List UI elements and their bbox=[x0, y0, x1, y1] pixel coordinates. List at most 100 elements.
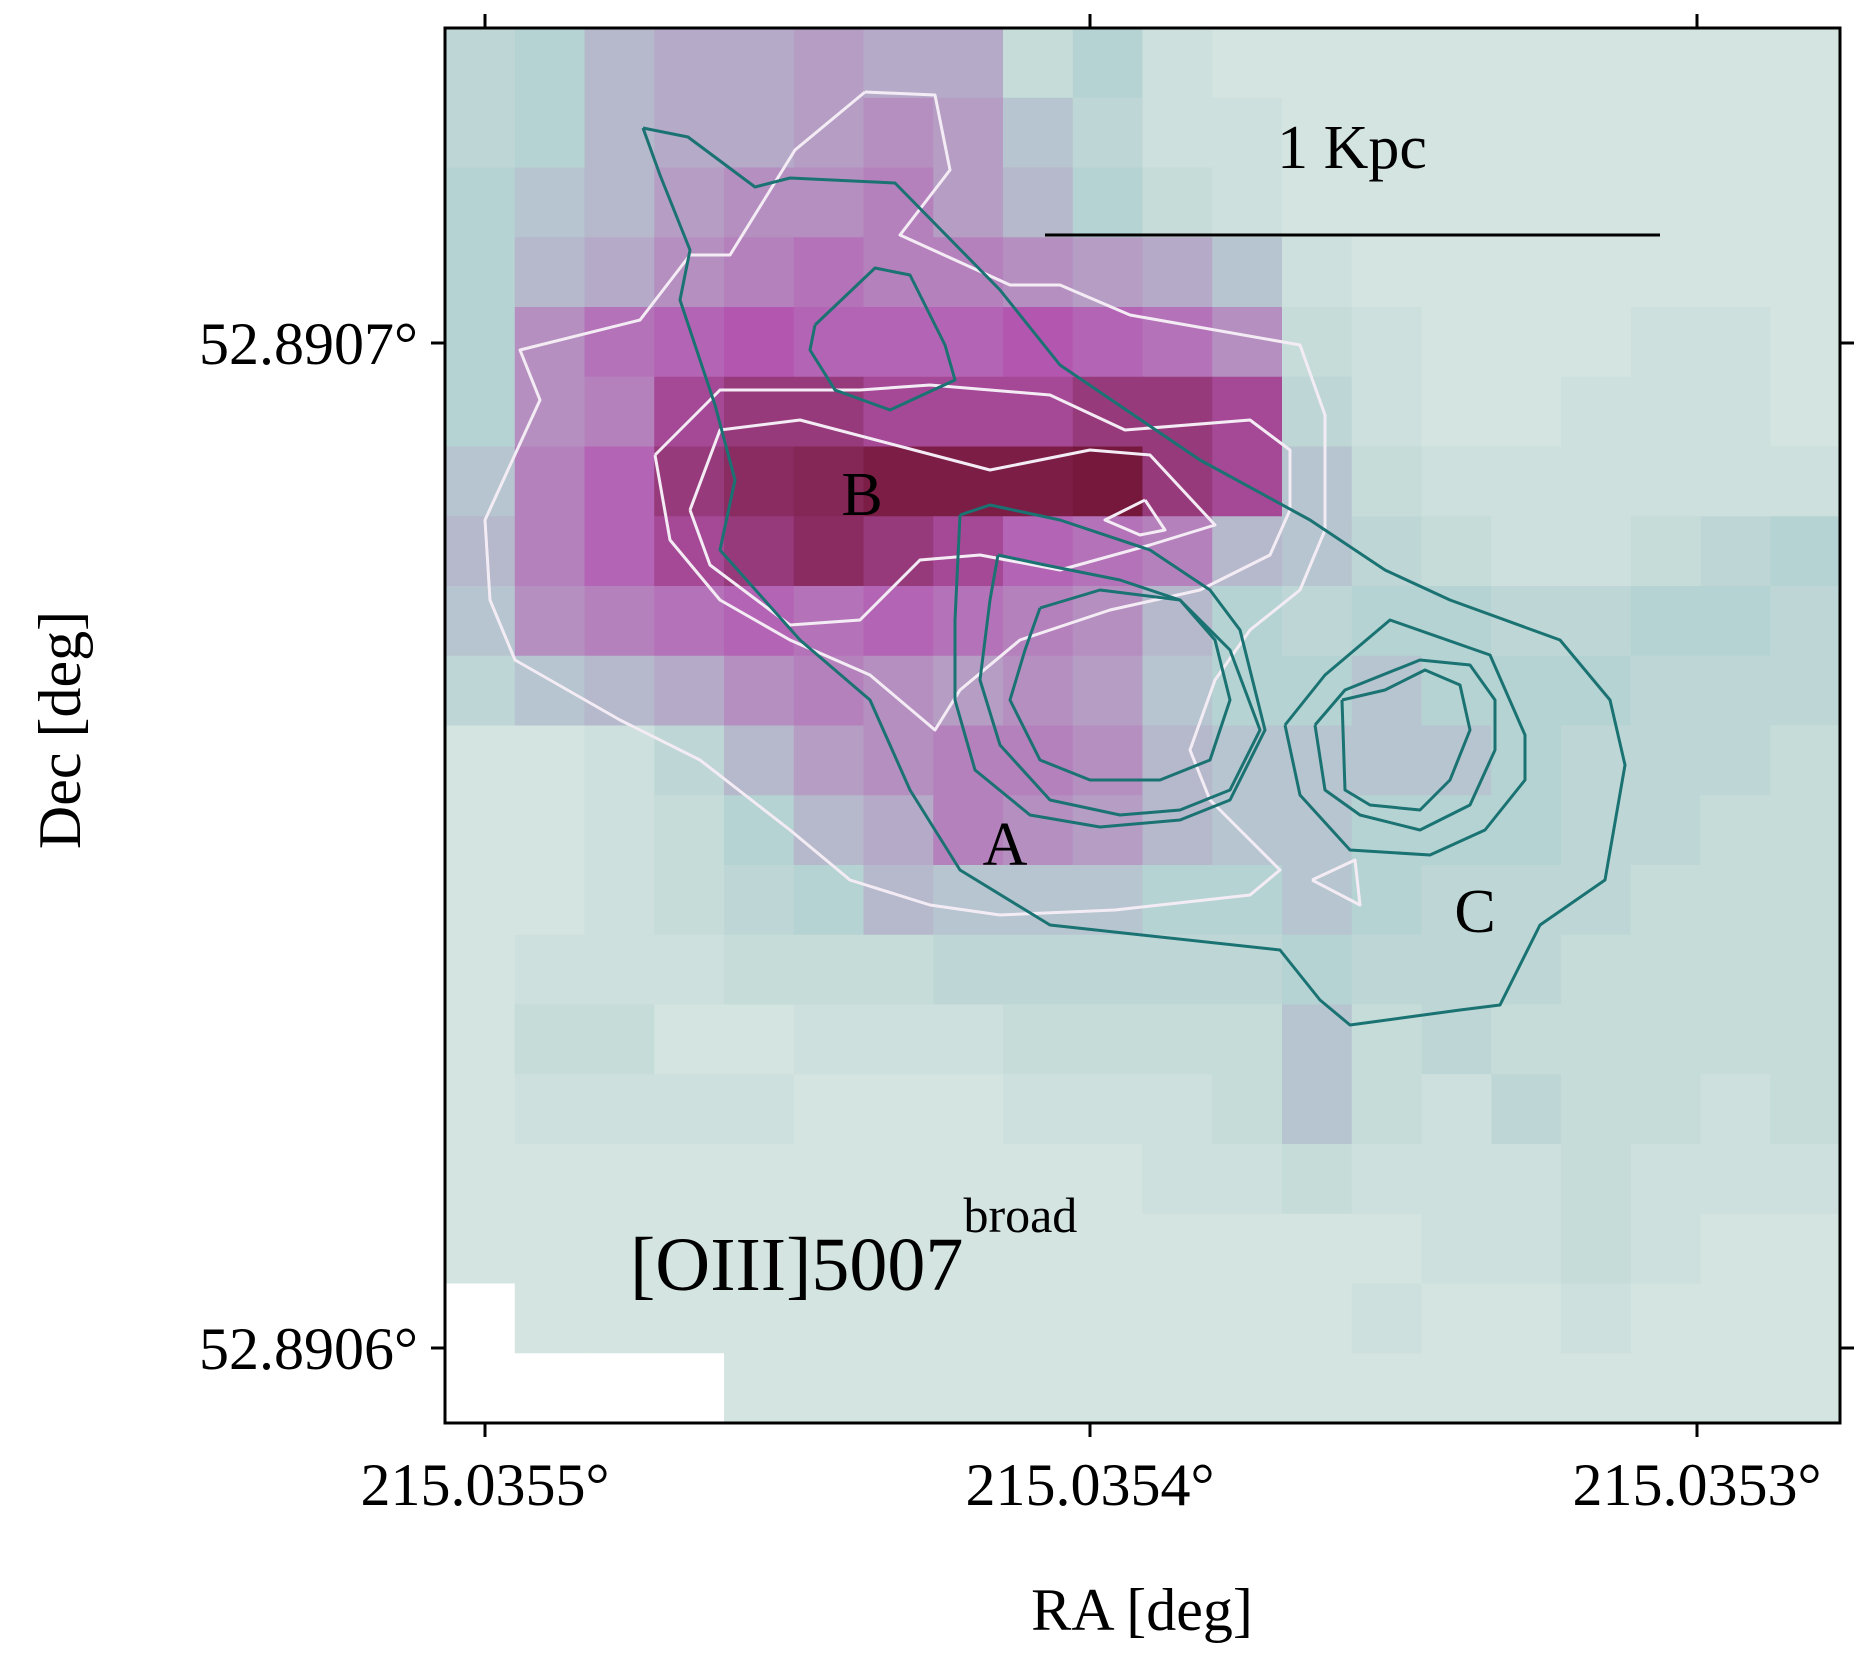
y-axis-label: Dec [deg] bbox=[27, 611, 93, 849]
teal-contour-outer bbox=[641, 126, 1627, 1027]
heatmap-cell bbox=[793, 1074, 865, 1145]
heatmap-cell bbox=[863, 586, 934, 657]
heatmap-cell bbox=[1142, 1283, 1213, 1354]
teal-contour-a-inner bbox=[1008, 588, 1232, 782]
heatmap-cell bbox=[1630, 795, 1702, 866]
heatmap-cell bbox=[1491, 237, 1562, 308]
teal-contour-c-inner bbox=[1340, 668, 1472, 812]
heatmap-cell bbox=[514, 1144, 586, 1215]
heatmap-cell bbox=[1072, 1074, 1144, 1145]
heatmap-cell bbox=[1630, 655, 1702, 727]
heatmap-cell bbox=[1072, 307, 1144, 378]
heatmap-cell bbox=[1491, 1353, 1562, 1423]
heatmap-cell bbox=[1561, 655, 1632, 727]
heatmap-cell bbox=[654, 586, 725, 657]
heatmap-cell bbox=[1630, 167, 1702, 238]
heatmap-cell bbox=[654, 516, 725, 587]
heatmap-cell bbox=[1282, 934, 1353, 1006]
heatmap-cell bbox=[1421, 655, 1492, 727]
heatmap-cell bbox=[1770, 97, 1840, 169]
heatmap-cell bbox=[654, 655, 725, 727]
heatmap-cell bbox=[1072, 1004, 1144, 1075]
heatmap-cell bbox=[514, 516, 586, 587]
heatmap-cell bbox=[445, 1213, 516, 1285]
heatmap-cell bbox=[514, 28, 586, 99]
heatmap-cell bbox=[1282, 376, 1353, 448]
heatmap-cell bbox=[1770, 1144, 1840, 1215]
heatmap-cell bbox=[1072, 237, 1144, 308]
heatmap-cell bbox=[1421, 1283, 1492, 1354]
heatmap-cell bbox=[1770, 1074, 1840, 1145]
heatmap-cell bbox=[724, 28, 795, 99]
heatmap-cell bbox=[1561, 307, 1632, 378]
heatmap-cell bbox=[654, 865, 725, 936]
heatmap-cell bbox=[793, 97, 865, 169]
heatmap-cell bbox=[1351, 28, 1423, 99]
heatmap-cell bbox=[1700, 516, 1771, 587]
heatmap-cell bbox=[1630, 1144, 1702, 1215]
heatmap-cell bbox=[1142, 97, 1213, 169]
heatmap-cell bbox=[1630, 1353, 1702, 1423]
heatmap-cell bbox=[1282, 307, 1353, 378]
heatmap-cell bbox=[1351, 167, 1423, 238]
heatmap-cell bbox=[724, 376, 795, 448]
heatmap-cell bbox=[933, 1353, 1004, 1423]
heatmap-cell bbox=[1630, 1004, 1702, 1075]
heatmap-cell bbox=[1421, 586, 1492, 657]
white-contour-small bbox=[1311, 858, 1362, 907]
heatmap-cell bbox=[1630, 725, 1702, 796]
heatmap-cell bbox=[1630, 934, 1702, 1006]
heatmap-cell bbox=[584, 446, 655, 517]
heatmap-cell bbox=[933, 167, 1004, 238]
heatmap-cell bbox=[1282, 795, 1353, 866]
heatmap-cell bbox=[1700, 307, 1771, 378]
heatmap-cell bbox=[793, 1213, 865, 1285]
heatmap-cell bbox=[445, 725, 516, 796]
heatmap-cell bbox=[793, 237, 865, 308]
heatmap-cell bbox=[1561, 934, 1632, 1006]
heatmap-cell bbox=[1491, 1074, 1562, 1145]
heatmap-cell bbox=[1770, 167, 1840, 238]
heatmap-cell bbox=[1770, 586, 1840, 657]
heatmap-cell bbox=[584, 865, 655, 936]
heatmap-cell bbox=[1351, 865, 1423, 936]
heatmap-cell bbox=[1003, 1213, 1074, 1285]
heatmap-cell bbox=[1072, 1144, 1144, 1215]
heatmap-cell bbox=[1630, 586, 1702, 657]
heatmap-cell bbox=[863, 167, 934, 238]
heatmap-cell bbox=[1630, 446, 1702, 517]
heatmap-cell bbox=[1003, 237, 1074, 308]
heatmap-cell bbox=[793, 865, 865, 936]
heatmap-cell bbox=[724, 1074, 795, 1145]
white-contour-peak bbox=[1103, 498, 1167, 537]
heatmap-cell bbox=[724, 1144, 795, 1215]
heatmap-cell bbox=[1700, 376, 1771, 448]
heatmap-cell bbox=[1142, 1144, 1213, 1215]
heatmap-cell bbox=[445, 795, 516, 866]
heatmap-cell bbox=[1491, 865, 1562, 936]
heatmap-cell bbox=[1770, 1283, 1840, 1354]
heatmap-cell bbox=[793, 795, 865, 866]
heatmap-cell bbox=[445, 1144, 516, 1215]
heatmap-cell bbox=[654, 28, 725, 99]
heatmap-cell bbox=[724, 1004, 795, 1075]
heatmap-cell bbox=[1700, 1213, 1771, 1285]
heatmap-cell bbox=[1561, 1004, 1632, 1075]
heatmap-cell bbox=[1003, 167, 1074, 238]
heatmap-cell bbox=[514, 865, 586, 936]
heatmap-cell bbox=[1282, 97, 1353, 169]
heatmap-cell bbox=[445, 97, 516, 169]
heatmap-cell bbox=[1630, 307, 1702, 378]
heatmap-cell bbox=[933, 1004, 1004, 1075]
heatmap-cell bbox=[793, 28, 865, 99]
heatmap-cell bbox=[514, 97, 586, 169]
tick-marks bbox=[431, 14, 1854, 1437]
heatmap-cell bbox=[1770, 307, 1840, 378]
heatmap-cell bbox=[1142, 167, 1213, 238]
white-contours bbox=[483, 90, 1362, 917]
heatmap-cell bbox=[1561, 446, 1632, 517]
heatmap-cell bbox=[1770, 516, 1840, 587]
heatmap-cell bbox=[1142, 725, 1213, 796]
heatmap-cell bbox=[1700, 1353, 1771, 1423]
heatmap-cell bbox=[863, 655, 934, 727]
